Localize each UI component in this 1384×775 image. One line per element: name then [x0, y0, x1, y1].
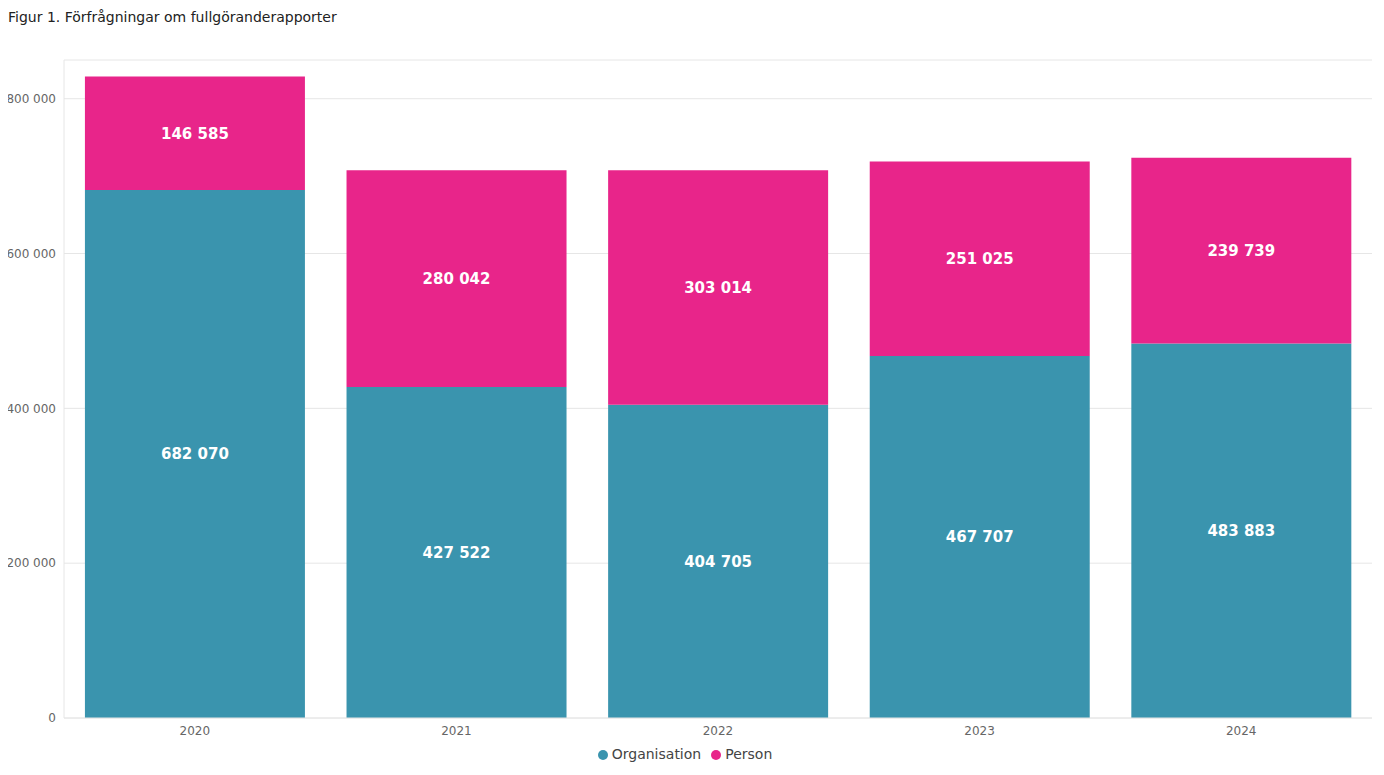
- svg-text:280 042: 280 042: [423, 270, 491, 288]
- svg-text:467 707: 467 707: [946, 528, 1014, 546]
- svg-text:251 025: 251 025: [946, 250, 1014, 268]
- svg-text:2024: 2024: [1226, 724, 1257, 738]
- svg-text:200 000: 200 000: [8, 556, 56, 570]
- svg-text:600 000: 600 000: [8, 247, 56, 261]
- svg-text:303 014: 303 014: [684, 279, 752, 297]
- svg-text:427 522: 427 522: [423, 544, 491, 562]
- svg-text:800 000: 800 000: [8, 92, 56, 106]
- svg-text:2021: 2021: [441, 724, 472, 738]
- svg-text:0: 0: [48, 711, 56, 725]
- svg-text:2020: 2020: [180, 724, 211, 738]
- svg-text:682 070: 682 070: [161, 445, 229, 463]
- svg-text:404 705: 404 705: [684, 553, 752, 571]
- svg-text:2023: 2023: [964, 724, 995, 738]
- svg-text:239 739: 239 739: [1207, 242, 1275, 260]
- svg-text:2022: 2022: [703, 724, 734, 738]
- svg-text:146 585: 146 585: [161, 125, 229, 143]
- svg-text:400 000: 400 000: [8, 402, 56, 416]
- svg-text:483 883: 483 883: [1207, 522, 1275, 540]
- html-text:Figur 1. Förfrågningar om full: Figur 1. Förfrågningar om fullgöranderap…: [8, 9, 337, 25]
- html-text:Person: Person: [725, 746, 773, 762]
- html-text:Organisation: Organisation: [611, 746, 702, 762]
